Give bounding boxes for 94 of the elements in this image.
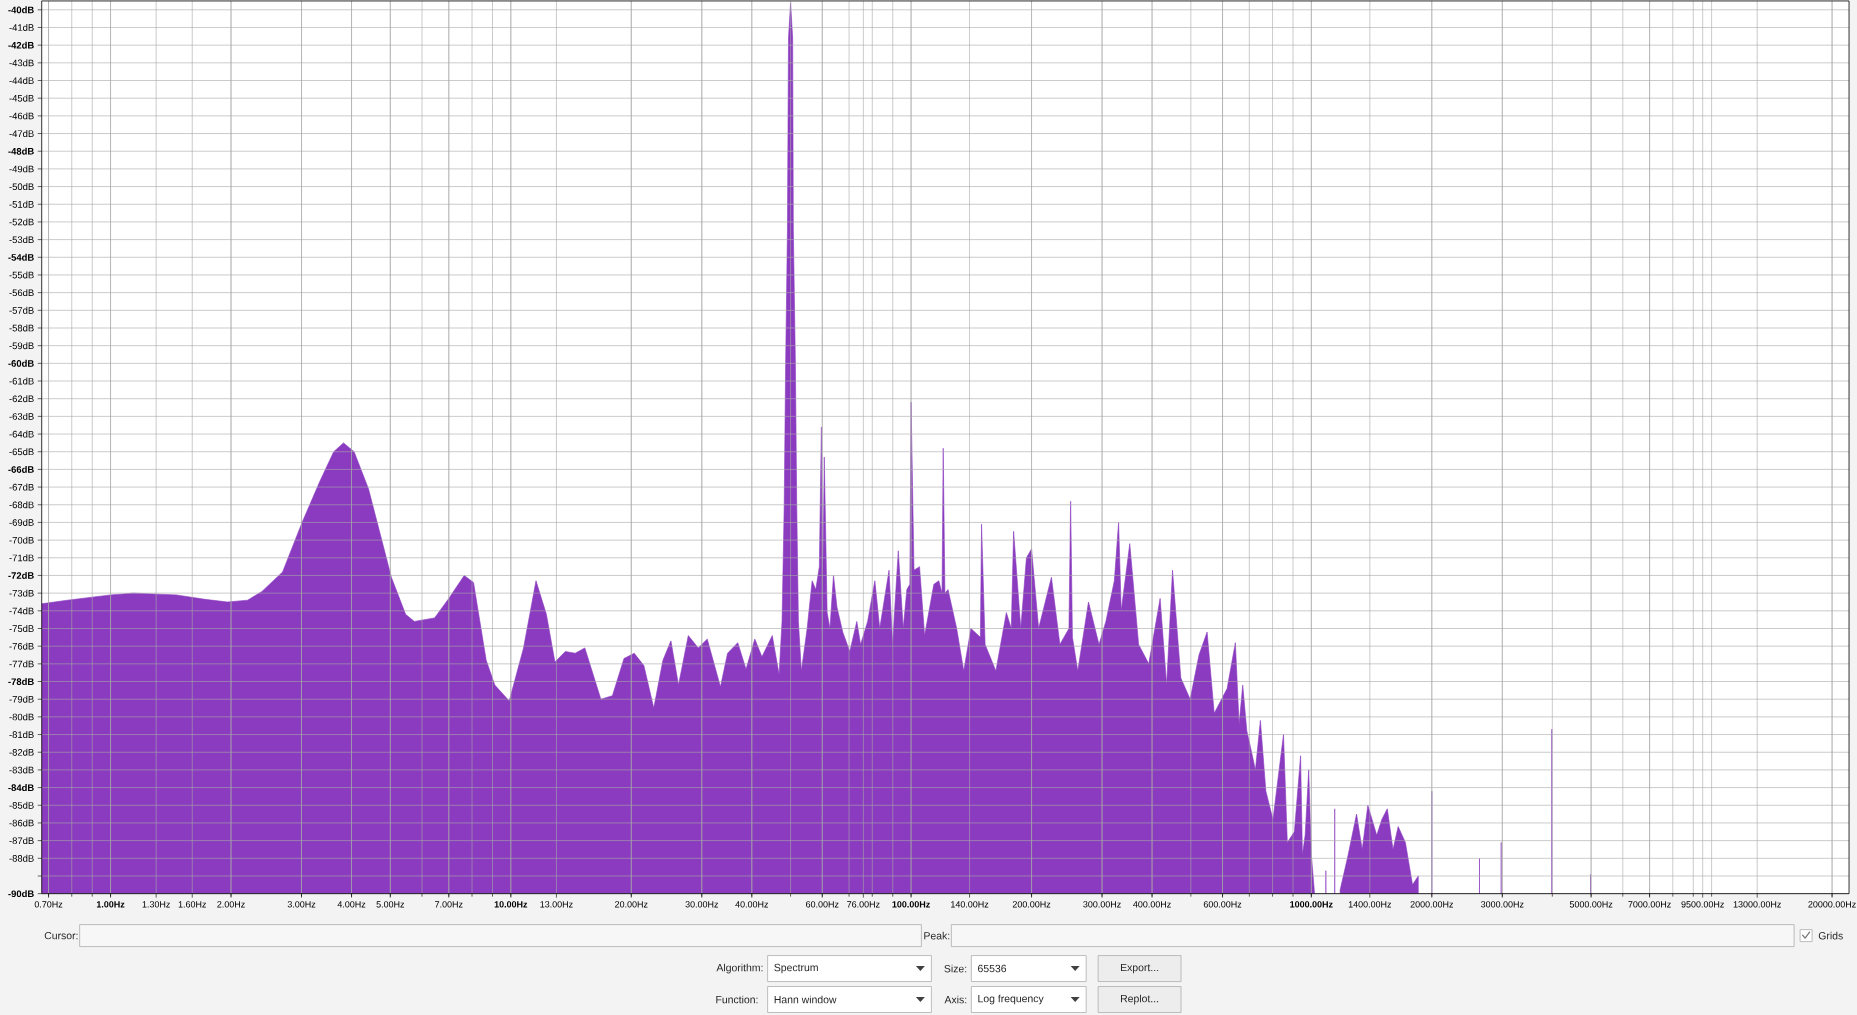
y-tick-label: -66dB	[8, 465, 34, 473]
x-tick-label: 100.00Hz	[892, 900, 930, 908]
y-tick-label: -75dB	[9, 624, 34, 632]
y-tick-label: -48dB	[8, 147, 34, 155]
y-tick-label: -69dB	[9, 518, 34, 526]
x-tick-label: 2000.00Hz	[1410, 900, 1454, 908]
text: Axis:	[944, 995, 967, 1004]
x-tick-label: 40.00Hz	[735, 900, 769, 908]
y-tick-label: -82dB	[9, 748, 34, 756]
y-tick-label: -86dB	[9, 819, 34, 827]
y-tick-label: -46dB	[9, 112, 34, 120]
x-tick-label: 2.00Hz	[217, 900, 245, 908]
x-tick-label: 600.00Hz	[1203, 900, 1242, 908]
y-tick-label: -64dB	[9, 430, 34, 438]
y-tick-label: -56dB	[9, 288, 34, 296]
x-tick-label: 9500.00Hz	[1681, 900, 1724, 908]
text: Hann window	[774, 995, 837, 1004]
y-tick-label: -45dB	[9, 94, 34, 102]
text: Log frequency	[978, 994, 1044, 1005]
y-tick-label: -50dB	[9, 182, 34, 190]
x-tick-label: 5000.00Hz	[1569, 900, 1613, 908]
text: Size:	[944, 964, 967, 973]
x-tick-label: 30.00Hz	[685, 900, 718, 908]
y-tick-label: -62dB	[9, 394, 34, 402]
text: Function:	[716, 995, 758, 1004]
text: Spectrum	[774, 963, 818, 974]
y-tick-label: -54dB	[8, 253, 34, 261]
text: Grids	[1818, 931, 1843, 940]
x-tick-label: 1400.00Hz	[1348, 900, 1392, 908]
y-tick-label: -65dB	[9, 448, 34, 455]
text: Peak:	[924, 931, 950, 940]
y-tick-label: -49dB	[9, 165, 34, 173]
y-tick-label: -41dB	[9, 23, 34, 31]
y-tick-label: -53dB	[9, 235, 34, 243]
y-tick-label: -43dB	[9, 59, 34, 67]
x-tick-label: 1.30Hz	[142, 900, 170, 908]
x-tick-label: 1.60Hz	[178, 900, 206, 908]
x-tick-label: 1000.00Hz	[1290, 900, 1333, 908]
y-tick-label: -77dB	[9, 660, 34, 668]
y-tick-label: -72dB	[8, 571, 34, 579]
text: 65536	[978, 964, 1007, 973]
y-tick-label: -58dB	[9, 324, 34, 332]
x-tick-label: 300.00Hz	[1083, 900, 1121, 908]
text: Export...	[1120, 963, 1159, 973]
y-tick-label: -87dB	[9, 836, 34, 844]
y-tick-label: -63dB	[9, 412, 34, 420]
y-tick-label: -88dB	[9, 854, 34, 862]
x-tick-label: 0.70Hz	[34, 900, 63, 908]
y-tick-label: -81dB	[9, 730, 34, 738]
y-tick-label: -84dB	[8, 783, 34, 791]
x-tick-label: 60.00Hz	[806, 900, 839, 908]
y-tick-label: -61dB	[9, 377, 34, 385]
y-tick-label: -78dB	[8, 677, 34, 685]
y-tick-label: -68dB	[9, 501, 34, 508]
x-tick-label: 400.00Hz	[1133, 900, 1171, 908]
x-tick-label: 20000.00Hz	[1808, 900, 1856, 908]
x-tick-label: 13000.00Hz	[1733, 900, 1781, 908]
x-tick-label: 7000.00Hz	[1628, 900, 1671, 908]
y-tick-label: -40dB	[8, 6, 34, 14]
text: Algorithm:	[716, 963, 763, 974]
y-tick-label: -71dB	[9, 554, 34, 562]
x-tick-label: 7.00Hz	[435, 900, 463, 908]
x-tick-label: 3.00Hz	[287, 900, 316, 908]
y-tick-label: -67dB	[9, 483, 34, 491]
y-tick-label: -60dB	[8, 359, 34, 367]
y-tick-label: -42dB	[8, 41, 34, 49]
x-tick-label: 5.00Hz	[376, 900, 405, 908]
x-tick-label: 13.00Hz	[540, 900, 573, 908]
y-tick-label: -79dB	[9, 695, 34, 703]
text: Replot...	[1120, 994, 1159, 1005]
y-tick-label: -55dB	[9, 271, 34, 279]
y-tick-label: -70dB	[9, 536, 34, 544]
y-tick-label: -83dB	[9, 766, 34, 774]
x-tick-label: 76.00Hz	[847, 900, 880, 908]
x-tick-label: 200.00Hz	[1012, 900, 1051, 908]
y-tick-label: -73dB	[9, 589, 34, 597]
x-tick-label: 1.00Hz	[96, 900, 125, 908]
y-tick-label: -80dB	[9, 713, 34, 721]
x-tick-label: 140.00Hz	[951, 900, 989, 908]
y-tick-label: -47dB	[9, 129, 34, 137]
y-tick-label: -52dB	[9, 218, 34, 226]
x-tick-label: 20.00Hz	[615, 900, 648, 908]
y-tick-label: -57dB	[9, 306, 34, 314]
x-tick-label: 3000.00Hz	[1481, 900, 1524, 908]
x-tick-label: 10.00Hz	[494, 900, 528, 908]
y-tick-label: -90dB	[8, 889, 34, 897]
y-tick-label: -76dB	[9, 642, 34, 650]
y-tick-label: -44dB	[9, 76, 34, 84]
y-tick-label: -74dB	[9, 607, 34, 615]
y-tick-label: -59dB	[9, 341, 34, 349]
y-tick-label: -85dB	[9, 801, 34, 809]
text: Cursor:	[44, 931, 78, 940]
x-tick-label: 4.00Hz	[337, 900, 366, 908]
y-tick-label: -51dB	[9, 200, 34, 208]
